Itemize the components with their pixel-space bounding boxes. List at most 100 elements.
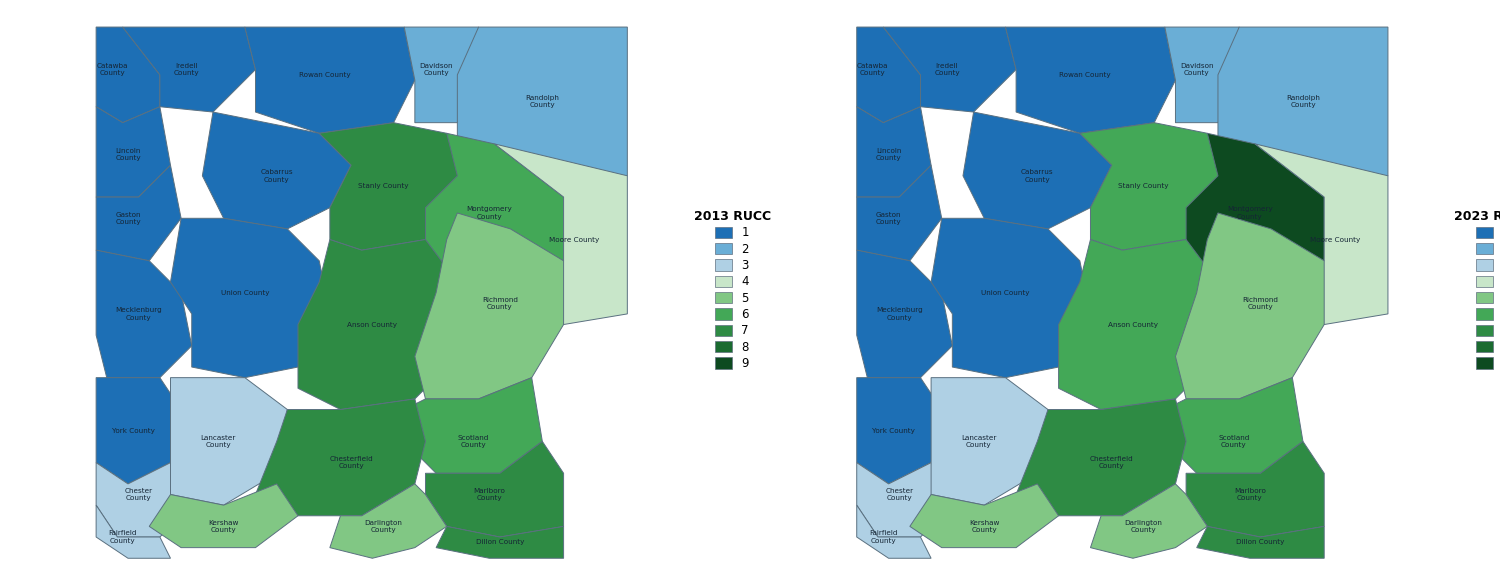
Text: Cabarrus
County: Cabarrus County [261, 169, 292, 183]
Polygon shape [1186, 133, 1324, 282]
Polygon shape [96, 27, 160, 122]
Text: Fairfield
County: Fairfield County [868, 530, 897, 544]
Text: Davidson
County: Davidson County [1180, 63, 1214, 77]
Text: Lincoln
County: Lincoln County [876, 148, 902, 161]
Polygon shape [96, 378, 182, 484]
Polygon shape [320, 122, 468, 250]
Polygon shape [932, 218, 1090, 378]
Polygon shape [1166, 378, 1304, 473]
Text: Marlboro
County: Marlboro County [474, 488, 506, 501]
Text: Chester
County: Chester County [124, 488, 153, 501]
Text: Davidson
County: Davidson County [420, 63, 453, 77]
Polygon shape [1005, 27, 1176, 133]
Polygon shape [404, 27, 478, 122]
Text: Chesterfield
County: Chesterfield County [328, 456, 374, 469]
Text: Stanly County: Stanly County [1119, 183, 1168, 190]
Polygon shape [1218, 27, 1388, 197]
Polygon shape [963, 112, 1112, 229]
Polygon shape [1059, 240, 1218, 409]
Polygon shape [426, 133, 564, 282]
Legend: 1, 2, 3, 4, 5, 6, 7, 8, 9: 1, 2, 3, 4, 5, 6, 7, 8, 9 [1452, 208, 1500, 372]
Polygon shape [426, 441, 564, 537]
Text: Randolph
County: Randolph County [1286, 95, 1320, 108]
Text: Marlboro
County: Marlboro County [1234, 488, 1266, 501]
Text: Fairfield
County: Fairfield County [108, 530, 136, 544]
Polygon shape [96, 165, 182, 261]
Text: Scotland
County: Scotland County [1218, 434, 1249, 448]
Polygon shape [884, 27, 1016, 112]
Text: Iredell
County: Iredell County [934, 63, 960, 77]
Text: Lancaster
County: Lancaster County [962, 434, 996, 448]
Text: Darlington
County: Darlington County [1125, 520, 1162, 533]
Text: York County: York County [112, 428, 154, 434]
Text: Iredell
County: Iredell County [174, 63, 200, 77]
Polygon shape [856, 463, 952, 537]
Text: Catawba
County: Catawba County [96, 63, 128, 77]
Polygon shape [330, 484, 447, 559]
Polygon shape [1016, 399, 1186, 516]
Polygon shape [148, 484, 298, 548]
Text: Dillon County: Dillon County [476, 539, 524, 545]
Polygon shape [1176, 213, 1324, 399]
Polygon shape [1166, 27, 1239, 122]
Text: Mecklenburg
County: Mecklenburg County [876, 307, 922, 321]
Text: Chester
County: Chester County [885, 488, 914, 501]
Legend: 1, 2, 3, 4, 5, 6, 7, 8, 9: 1, 2, 3, 4, 5, 6, 7, 8, 9 [692, 208, 772, 372]
Polygon shape [910, 484, 1059, 548]
Polygon shape [436, 527, 564, 559]
Polygon shape [1080, 122, 1228, 250]
Text: Montgomery
County: Montgomery County [466, 206, 512, 220]
Text: Lincoln
County: Lincoln County [116, 148, 141, 161]
Polygon shape [244, 27, 416, 133]
Polygon shape [171, 218, 330, 378]
Text: Gaston
County: Gaston County [116, 212, 141, 225]
Text: York County: York County [873, 428, 915, 434]
Text: Kershaw
County: Kershaw County [969, 520, 999, 533]
Polygon shape [96, 107, 171, 197]
Text: Gaston
County: Gaston County [876, 212, 902, 225]
Polygon shape [298, 240, 458, 409]
Text: Lancaster
County: Lancaster County [201, 434, 236, 448]
Text: Union County: Union County [220, 289, 268, 296]
Polygon shape [202, 112, 351, 229]
Text: Stanly County: Stanly County [357, 183, 408, 190]
Text: Scotland
County: Scotland County [458, 434, 489, 448]
Polygon shape [96, 505, 171, 559]
Polygon shape [856, 378, 942, 484]
Polygon shape [495, 144, 627, 325]
Polygon shape [404, 378, 543, 473]
Text: Rowan County: Rowan County [1059, 72, 1112, 78]
Polygon shape [856, 165, 942, 261]
Polygon shape [856, 107, 932, 197]
Polygon shape [458, 27, 627, 197]
Polygon shape [856, 505, 932, 559]
Text: Montgomery
County: Montgomery County [1227, 206, 1272, 220]
Text: Rowan County: Rowan County [298, 72, 351, 78]
Polygon shape [1186, 441, 1324, 537]
Polygon shape [856, 27, 921, 122]
Text: Dillon County: Dillon County [1236, 539, 1284, 545]
Text: Kershaw
County: Kershaw County [209, 520, 238, 533]
Polygon shape [1256, 144, 1388, 325]
Polygon shape [255, 399, 426, 516]
Text: Chesterfield
County: Chesterfield County [1090, 456, 1134, 469]
Text: Anson County: Anson County [1108, 321, 1158, 328]
Text: Richmond
County: Richmond County [1242, 296, 1278, 310]
Polygon shape [856, 250, 952, 378]
Polygon shape [171, 378, 288, 505]
Polygon shape [123, 27, 255, 112]
Polygon shape [416, 213, 564, 399]
Polygon shape [1090, 484, 1208, 559]
Text: Cabarrus
County: Cabarrus County [1022, 169, 1053, 183]
Polygon shape [1197, 527, 1324, 559]
Text: Moore County: Moore County [549, 237, 600, 242]
Text: Anson County: Anson County [348, 321, 398, 328]
Polygon shape [96, 463, 192, 537]
Text: Randolph
County: Randolph County [525, 95, 560, 108]
Text: Moore County: Moore County [1310, 237, 1360, 242]
Polygon shape [96, 250, 192, 378]
Polygon shape [932, 378, 1048, 505]
Text: Darlington
County: Darlington County [364, 520, 402, 533]
Text: Mecklenburg
County: Mecklenburg County [116, 307, 162, 321]
Text: Catawba
County: Catawba County [856, 63, 888, 77]
